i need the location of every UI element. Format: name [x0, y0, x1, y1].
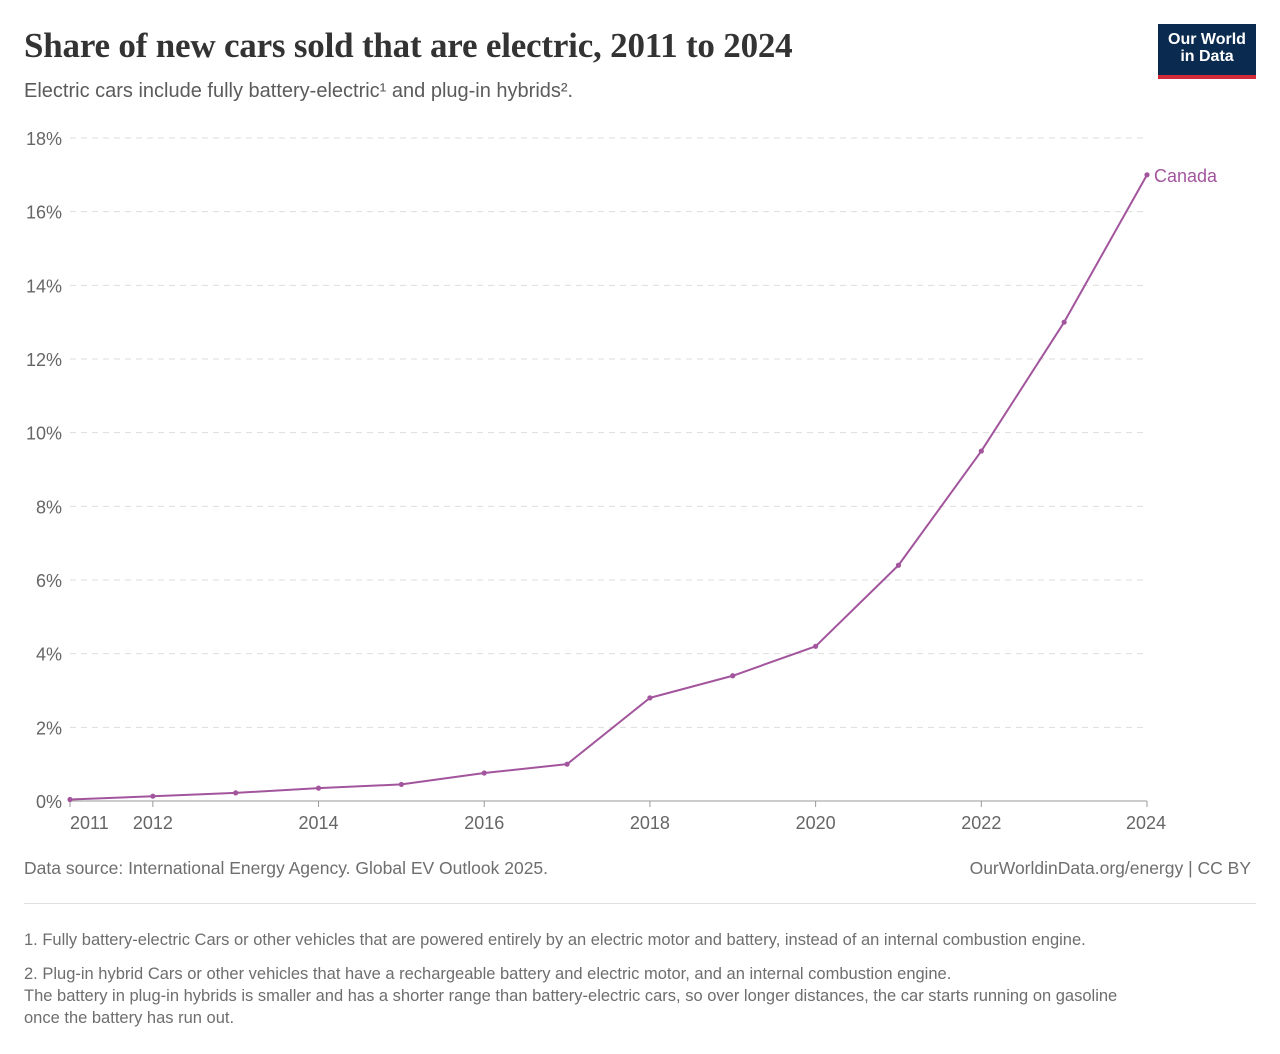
line-chart: 0% 2% 4% 6% 8% 10% 12% 14% 16% 18% 2011 2012 2014 201…	[26, 129, 1218, 833]
data-point	[1144, 172, 1150, 178]
axes: 0% 2% 4% 6% 8% 10% 12% 14% 16% 18% 2011 2012 2014 201…	[26, 129, 1166, 833]
divider	[24, 903, 1256, 904]
x-tick-label: 2014	[299, 813, 339, 833]
y-tick-label: 8%	[36, 497, 62, 517]
data-point	[315, 785, 322, 791]
y-tick-label: 2%	[36, 718, 62, 738]
y-tick-label: 14%	[26, 276, 62, 296]
footnote-1: 1. Fully battery-electric Cars or other …	[24, 931, 1086, 949]
grid-lines	[70, 137, 1147, 728]
y-tick-label: 0%	[36, 792, 62, 812]
data-point	[564, 761, 570, 767]
data-point	[730, 673, 736, 679]
chart-subtitle: Electric cars include fully battery-elec…	[24, 80, 574, 102]
data-source: Data source: International Energy Agency…	[24, 858, 549, 878]
data-point	[233, 790, 239, 796]
footnote-2-line-2: The battery in plug-in hybrids is smalle…	[24, 987, 1118, 1005]
footnote-2-line-3: once the battery has run out.	[24, 1009, 235, 1027]
data-point	[398, 781, 404, 788]
data-point	[978, 448, 984, 454]
x-tick-label: 2011	[70, 813, 109, 833]
chart-title: Share of new cars sold that are electric…	[24, 26, 793, 65]
owid-logo[interactable]: Our World in Data	[1158, 24, 1256, 79]
data-point	[647, 695, 653, 701]
logo-line-1: Our World	[1168, 31, 1246, 48]
data-point	[481, 770, 487, 776]
series: Canada	[67, 166, 1218, 803]
logo-line-2: in Data	[1180, 48, 1234, 65]
x-tick-label: 2018	[630, 813, 670, 833]
x-tick-label: 2016	[464, 813, 504, 833]
series-label: Canada	[1154, 166, 1218, 186]
y-tick-label: 10%	[26, 424, 62, 444]
x-tick-label: 2012	[133, 813, 173, 833]
credit-link[interactable]: OurWorldinData.org/energy | CC BY	[969, 858, 1251, 878]
y-tick-label: 4%	[36, 645, 62, 665]
y-tick-label: 12%	[26, 350, 62, 370]
footnote-2-line-1: 2. Plug-in hybrid Cars or other vehicles…	[24, 965, 952, 983]
data-point	[150, 793, 156, 799]
data-point	[813, 643, 819, 649]
y-tick-label: 6%	[36, 571, 62, 591]
series-line-canada	[69, 173, 1148, 801]
data-point	[1061, 319, 1067, 325]
footnote-2: 2. Plug-in hybrid Cars or other vehicles…	[24, 963, 1264, 1029]
data-point	[67, 796, 73, 803]
x-tick-label: 2022	[961, 813, 1001, 833]
data-point	[895, 562, 902, 568]
y-tick-label: 16%	[26, 203, 62, 223]
x-tick-label: 2020	[796, 813, 836, 833]
y-tick-label: 18%	[26, 129, 62, 149]
x-tick-label: 2024	[1126, 813, 1166, 833]
